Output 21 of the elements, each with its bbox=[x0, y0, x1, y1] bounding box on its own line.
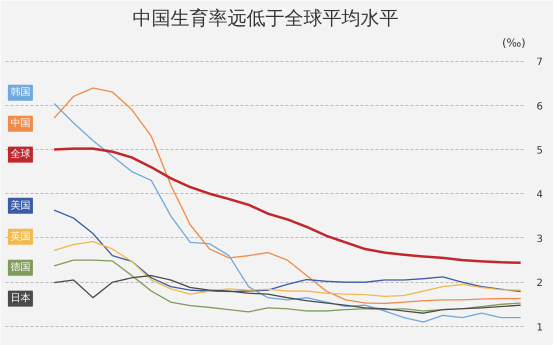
chart-title: 中国生育率远低于全球平均水平 bbox=[132, 8, 398, 30]
text: 中国 bbox=[10, 117, 30, 130]
y-tick-label: 5 bbox=[536, 146, 543, 157]
y-tick-label: 7 bbox=[536, 57, 543, 68]
text: 日本 bbox=[10, 292, 30, 304]
y-axis-title: (‰) bbox=[502, 36, 526, 50]
line-series bbox=[53, 240, 522, 298]
y-tick-label: 3 bbox=[536, 234, 543, 245]
y-tick-label: 6 bbox=[536, 101, 543, 112]
text: 德国 bbox=[10, 262, 30, 274]
y-tick-label: 1 bbox=[536, 322, 543, 334]
line-series bbox=[53, 259, 522, 312]
line-series bbox=[52, 147, 522, 264]
text: 美国 bbox=[10, 199, 30, 212]
text: 韩国 bbox=[10, 86, 30, 98]
line-series bbox=[53, 274, 522, 314]
text: 英国 bbox=[10, 230, 30, 242]
text: 全球 bbox=[10, 148, 30, 160]
y-tick-label: 4 bbox=[536, 190, 543, 201]
line-series bbox=[53, 209, 522, 292]
y-tick-label: 2 bbox=[536, 278, 543, 290]
